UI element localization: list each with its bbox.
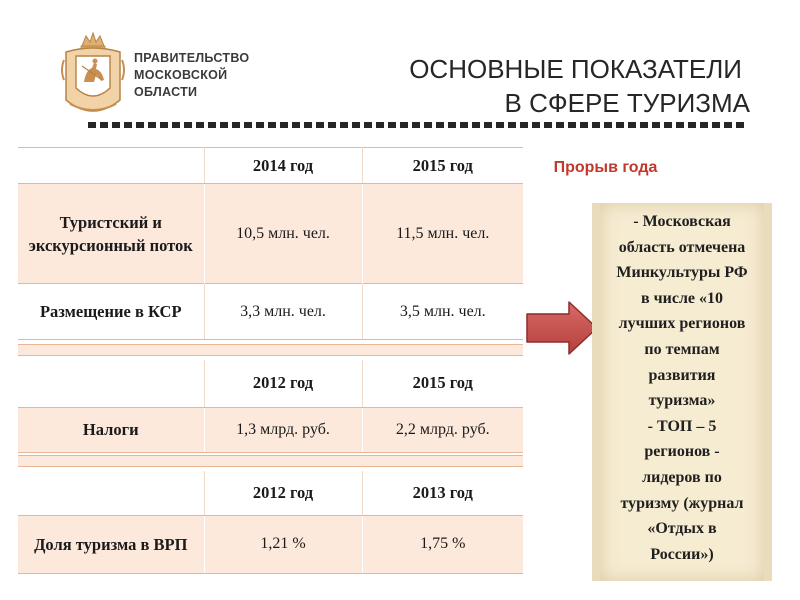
table-header-cell: 2015 год: [362, 147, 523, 184]
org-name-line-1: ПРАВИТЕЛЬСТВО: [134, 51, 250, 65]
org-name-line-3: ОБЛАСТИ: [134, 85, 198, 99]
table-cell: 10,5 млн. чел.: [204, 183, 363, 284]
table-row: Размещение в КСР 3,3 млн. чел. 3,5 млн. …: [18, 283, 523, 340]
table-cell: 3,5 млн. чел.: [362, 283, 523, 340]
table-header-cell: [18, 471, 205, 516]
row-label: Налоги: [18, 407, 205, 453]
organization-name: ПРАВИТЕЛЬСТВО МОСКОВСКОЙ ОБЛАСТИ: [134, 50, 249, 101]
table-cell: 1,3 млрд. руб.: [204, 407, 363, 453]
table-cell: 1,75 %: [362, 515, 523, 574]
info-line: «Отдых в: [647, 520, 717, 538]
info-line: лучших регионов: [618, 315, 746, 333]
info-line: России»): [650, 545, 714, 563]
info-line: туризма»: [648, 392, 716, 410]
right-arrow-icon: [526, 301, 598, 355]
info-line: развития: [648, 366, 716, 384]
info-line: - ТОП – 5: [647, 417, 717, 435]
table-separator: [18, 455, 523, 467]
dashed-divider: [88, 122, 748, 128]
row-label: Туристский и экскурсионный поток: [18, 183, 205, 284]
info-line: область отмечена: [618, 238, 746, 256]
taxes-table: 2012 год 2015 год Налоги 1,3 млрд. руб. …: [18, 360, 523, 453]
table-header-cell: [18, 147, 205, 184]
tourism-flow-table: 2014 год 2015 год Туристский и экскурсио…: [18, 147, 523, 340]
table-header-row: 2012 год 2015 год: [18, 360, 523, 408]
table-header-row: 2012 год 2013 год: [18, 471, 523, 516]
table-cell: 2,2 млрд. руб.: [362, 407, 523, 453]
info-line: по темпам: [644, 340, 720, 358]
table-row: Туристский и экскурсионный поток 10,5 мл…: [18, 183, 523, 284]
table-cell: 1,21 %: [204, 515, 363, 574]
row-label: Доля туризма в ВРП: [18, 515, 205, 574]
table-header-cell: 2012 год: [204, 360, 363, 408]
table-header-cell: 2014 год: [204, 147, 363, 184]
info-line: Минкультуры РФ: [616, 264, 748, 282]
title-line-1: ОСНОВНЫЕ ПОКАЗАТЕЛИ: [409, 54, 742, 84]
page-title: ОСНОВНЫЕ ПОКАЗАТЕЛИ В СФЕРЕ ТУРИЗМА: [409, 52, 750, 120]
title-line-2: В СФЕРЕ ТУРИЗМА: [504, 88, 751, 118]
table-cell: 3,3 млн. чел.: [204, 283, 363, 340]
gdp-share-table: 2012 год 2013 год Доля туризма в ВРП 1,2…: [18, 471, 523, 574]
table-header-row: 2014 год 2015 год: [18, 147, 523, 184]
table-header-cell: 2015 год: [362, 360, 523, 408]
table-header-cell: [18, 360, 205, 408]
row-label: Размещение в КСР: [18, 283, 205, 340]
breakthrough-heading: Прорыв года: [553, 159, 658, 176]
info-line: регионов -: [644, 443, 720, 461]
table-header-cell: 2012 год: [204, 471, 363, 516]
moscow-region-coat-of-arms-icon: [61, 31, 125, 112]
table-cell: 11,5 млн. чел.: [362, 183, 523, 284]
table-row: Доля туризма в ВРП 1,21 % 1,75 %: [18, 515, 523, 574]
info-line: - Московская: [633, 213, 731, 230]
org-name-line-2: МОСКОВСКОЙ: [134, 68, 228, 82]
info-line: лидеров по: [642, 468, 722, 486]
table-separator: [18, 344, 523, 356]
info-line: в числе «10: [640, 289, 724, 307]
table-row: Налоги 1,3 млрд. руб. 2,2 млрд. руб.: [18, 407, 523, 453]
table-header-cell: 2013 год: [362, 471, 523, 516]
info-line: туризму (журнал: [620, 494, 744, 512]
breakthrough-info-box: - Московская область отмечена Минкультур…: [592, 203, 772, 581]
